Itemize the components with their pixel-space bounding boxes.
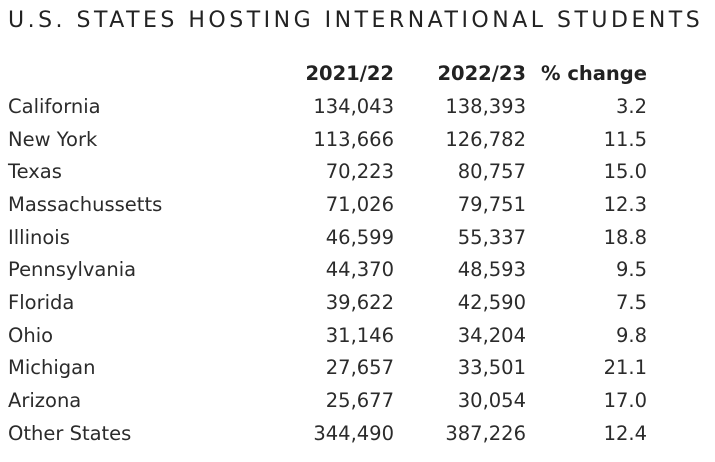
table-row: Michigan 27,657 33,501 21.1 (0, 352, 647, 385)
state-cell: Florida (8, 290, 75, 314)
state-cell: Michigan (8, 356, 96, 380)
pct-change-cell: 15.0 (603, 160, 647, 184)
value-2022-23-cell: 30,054 (457, 389, 526, 413)
header-state (0, 56, 288, 90)
value-2021-22-cell: 46,599 (325, 225, 394, 249)
pct-change-cell: 17.0 (603, 389, 647, 413)
pct-change-cell: 3.2 (615, 94, 647, 118)
pct-change-cell: 9.8 (615, 323, 647, 347)
table-title: U.S. STATES HOSTING INTERNATIONAL STUDEN… (8, 8, 704, 33)
state-cell: California (8, 94, 101, 118)
value-2022-23-cell: 33,501 (457, 356, 526, 380)
value-2021-22-cell: 71,026 (325, 192, 394, 216)
value-2021-22-cell: 134,043 (313, 94, 394, 118)
state-cell: Massachussetts (8, 192, 163, 216)
header-2021-22: 2021/22 (305, 61, 394, 85)
state-cell: Illinois (8, 225, 70, 249)
pct-change-cell: 9.5 (615, 258, 647, 282)
value-2022-23-cell: 34,204 (457, 323, 526, 347)
table-row: Florida 39,622 42,590 7.5 (0, 286, 647, 319)
value-2022-23-cell: 55,337 (457, 225, 526, 249)
header-2022-23: 2022/23 (437, 61, 526, 85)
table-row: Texas 70,223 80,757 15.0 (0, 155, 647, 188)
value-2021-22-cell: 113,666 (313, 127, 394, 151)
value-2022-23-cell: 80,757 (457, 160, 526, 184)
table-row: Pennsylvania 44,370 48,593 9.5 (0, 253, 647, 286)
value-2021-22-cell: 27,657 (325, 356, 394, 380)
value-2021-22-cell: 70,223 (325, 160, 394, 184)
value-2021-22-cell: 25,677 (325, 389, 394, 413)
pct-change-cell: 21.1 (603, 356, 647, 380)
table-row: Arizona 25,677 30,054 17.0 (0, 384, 647, 417)
value-2022-23-cell: 42,590 (457, 290, 526, 314)
value-2022-23-cell: 387,226 (445, 421, 526, 445)
value-2021-22-cell: 344,490 (313, 421, 394, 445)
pct-change-cell: 11.5 (603, 127, 647, 151)
table-row: Massachussetts 71,026 79,751 12.3 (0, 188, 647, 221)
value-2021-22-cell: 31,146 (325, 323, 394, 347)
table-row: Other States 344,490 387,226 12.4 (0, 417, 647, 450)
table-row: Illinois 46,599 55,337 18.8 (0, 221, 647, 254)
pct-change-cell: 12.3 (603, 192, 647, 216)
value-2021-22-cell: 44,370 (325, 258, 394, 282)
pct-change-cell: 18.8 (603, 225, 647, 249)
value-2022-23-cell: 79,751 (457, 192, 526, 216)
table-row: Ohio 31,146 34,204 9.8 (0, 319, 647, 352)
state-cell: Texas (8, 160, 62, 184)
pct-change-cell: 12.4 (603, 421, 647, 445)
table-row: California 134,043 138,393 3.2 (0, 90, 647, 123)
value-2022-23-cell: 126,782 (445, 127, 526, 151)
students-table: 2021/22 2022/23 % change California 134,0… (0, 56, 647, 450)
state-cell: New York (8, 127, 98, 151)
value-2022-23-cell: 138,393 (445, 94, 526, 118)
value-2021-22-cell: 39,622 (325, 290, 394, 314)
table-row: New York 113,666 126,782 11.5 (0, 123, 647, 156)
state-cell: Ohio (8, 323, 54, 347)
state-cell: Other States (8, 421, 132, 445)
state-cell: Arizona (8, 389, 82, 413)
header-row: 2021/22 2022/23 % change (0, 56, 647, 90)
state-cell: Pennsylvania (8, 258, 137, 282)
value-2022-23-cell: 48,593 (457, 258, 526, 282)
table-body: California 134,043 138,393 3.2 New York 113,6… (0, 90, 647, 450)
pct-change-cell: 7.5 (615, 290, 647, 314)
header-pct-change: % change (541, 61, 647, 85)
